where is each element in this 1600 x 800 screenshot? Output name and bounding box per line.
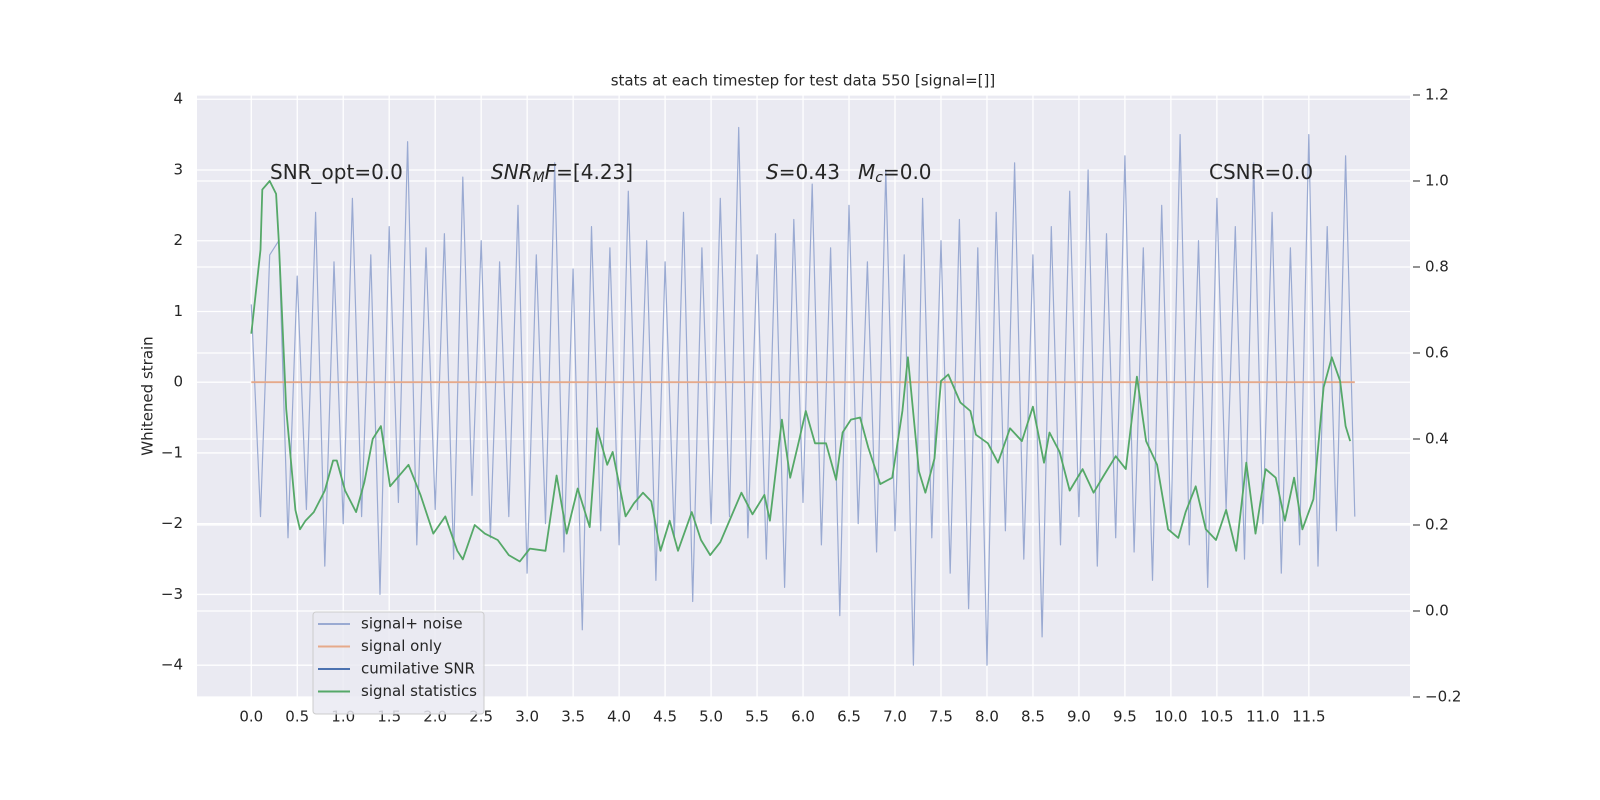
y2-tick-label: 1.0: [1425, 172, 1449, 190]
annotation: SNR_opt=0.0: [270, 160, 403, 184]
legend-label: cumilative SNR: [361, 660, 475, 678]
x-tick-label: 0.5: [285, 708, 309, 726]
y-tick-label: 0: [173, 373, 183, 391]
x-tick-label: 7.0: [883, 708, 907, 726]
legend-label: signal only: [361, 637, 442, 655]
y-tick-label: −3: [161, 585, 183, 603]
x-tick-label: 8.5: [1021, 708, 1045, 726]
x-tick-label: 7.5: [929, 708, 953, 726]
legend-label: signal statistics: [361, 682, 477, 700]
annotation-part: CSNR=0.0: [1209, 160, 1313, 184]
x-tick-label: 9.0: [1067, 708, 1091, 726]
x-tick-label: 3.0: [515, 708, 539, 726]
y2-tick-label: 0.8: [1425, 258, 1449, 276]
y-tick-label: −4: [161, 656, 183, 674]
labels: 0.0 0.5 1.0 1.5 2.0 2.5 3.0 3.5 4.0 4.5 5.0 5.5 6.0 6…: [161, 86, 1462, 726]
y2-tick-label: 0.0: [1425, 602, 1449, 620]
x-tick-label: 0.0: [239, 708, 263, 726]
annotation-part: =0.43: [779, 160, 840, 184]
annotation-part: M: [533, 170, 545, 186]
plot: [250, 126, 1356, 666]
y-tick-label: −1: [161, 443, 183, 461]
annotation-part: =[4.23]: [556, 160, 633, 184]
x-tick-label: 9.5: [1113, 708, 1137, 726]
x-tick-label: 6.0: [791, 708, 815, 726]
annotation: S=0.43: [766, 160, 840, 184]
x-tick-label: 11.0: [1246, 708, 1279, 726]
annotation: Mc=0.0: [858, 160, 932, 187]
x-tick-label: 3.5: [561, 708, 585, 726]
annotation-part: S: [766, 160, 779, 184]
annotation-part: F: [545, 160, 557, 184]
series-line: [250, 180, 1352, 563]
x-tick-label: 10.5: [1200, 708, 1233, 726]
y-tick-label: 3: [173, 160, 183, 178]
x-tick-label: 6.5: [837, 708, 861, 726]
annotation-part: =0.0: [883, 160, 932, 184]
annotation: SNRMF=[4.23]: [491, 160, 633, 187]
y-tick-label: 4: [173, 90, 183, 108]
y2-tick-label: −0.2: [1425, 688, 1461, 706]
annotation: CSNR=0.0: [1209, 160, 1313, 184]
y2-tick-label: 0.6: [1425, 344, 1449, 362]
x-tick-label: 5.0: [699, 708, 723, 726]
grid: [197, 94, 1410, 698]
legend-box: [312, 611, 485, 715]
y2-tick-label: 0.2: [1425, 516, 1449, 534]
annotation-part: M: [858, 160, 875, 184]
y2-tick-label: 1.2: [1425, 86, 1449, 104]
x-tick-label: 11.5: [1292, 708, 1325, 726]
annotation-part: c: [875, 170, 883, 186]
y-tick-label: 1: [173, 302, 183, 320]
y-axis-label: Whitened strain: [139, 336, 157, 455]
y-tick-label: −2: [161, 514, 183, 532]
x-tick-label: 8.0: [975, 708, 999, 726]
y-tick-label: 2: [173, 231, 183, 249]
x-tick-label: 4.0: [607, 708, 631, 726]
x-tick-label: 4.5: [653, 708, 677, 726]
y2-tick-label: 0.4: [1425, 430, 1449, 448]
legend-label: signal+ noise: [361, 615, 463, 633]
chart-title: stats at each timestep for test data 550…: [611, 72, 996, 90]
annotation-part: SNR_opt=0.0: [270, 160, 403, 184]
x-tick-label: 5.5: [745, 708, 769, 726]
x-tick-label: 10.0: [1154, 708, 1187, 726]
annotation-part: SNR: [491, 160, 533, 184]
